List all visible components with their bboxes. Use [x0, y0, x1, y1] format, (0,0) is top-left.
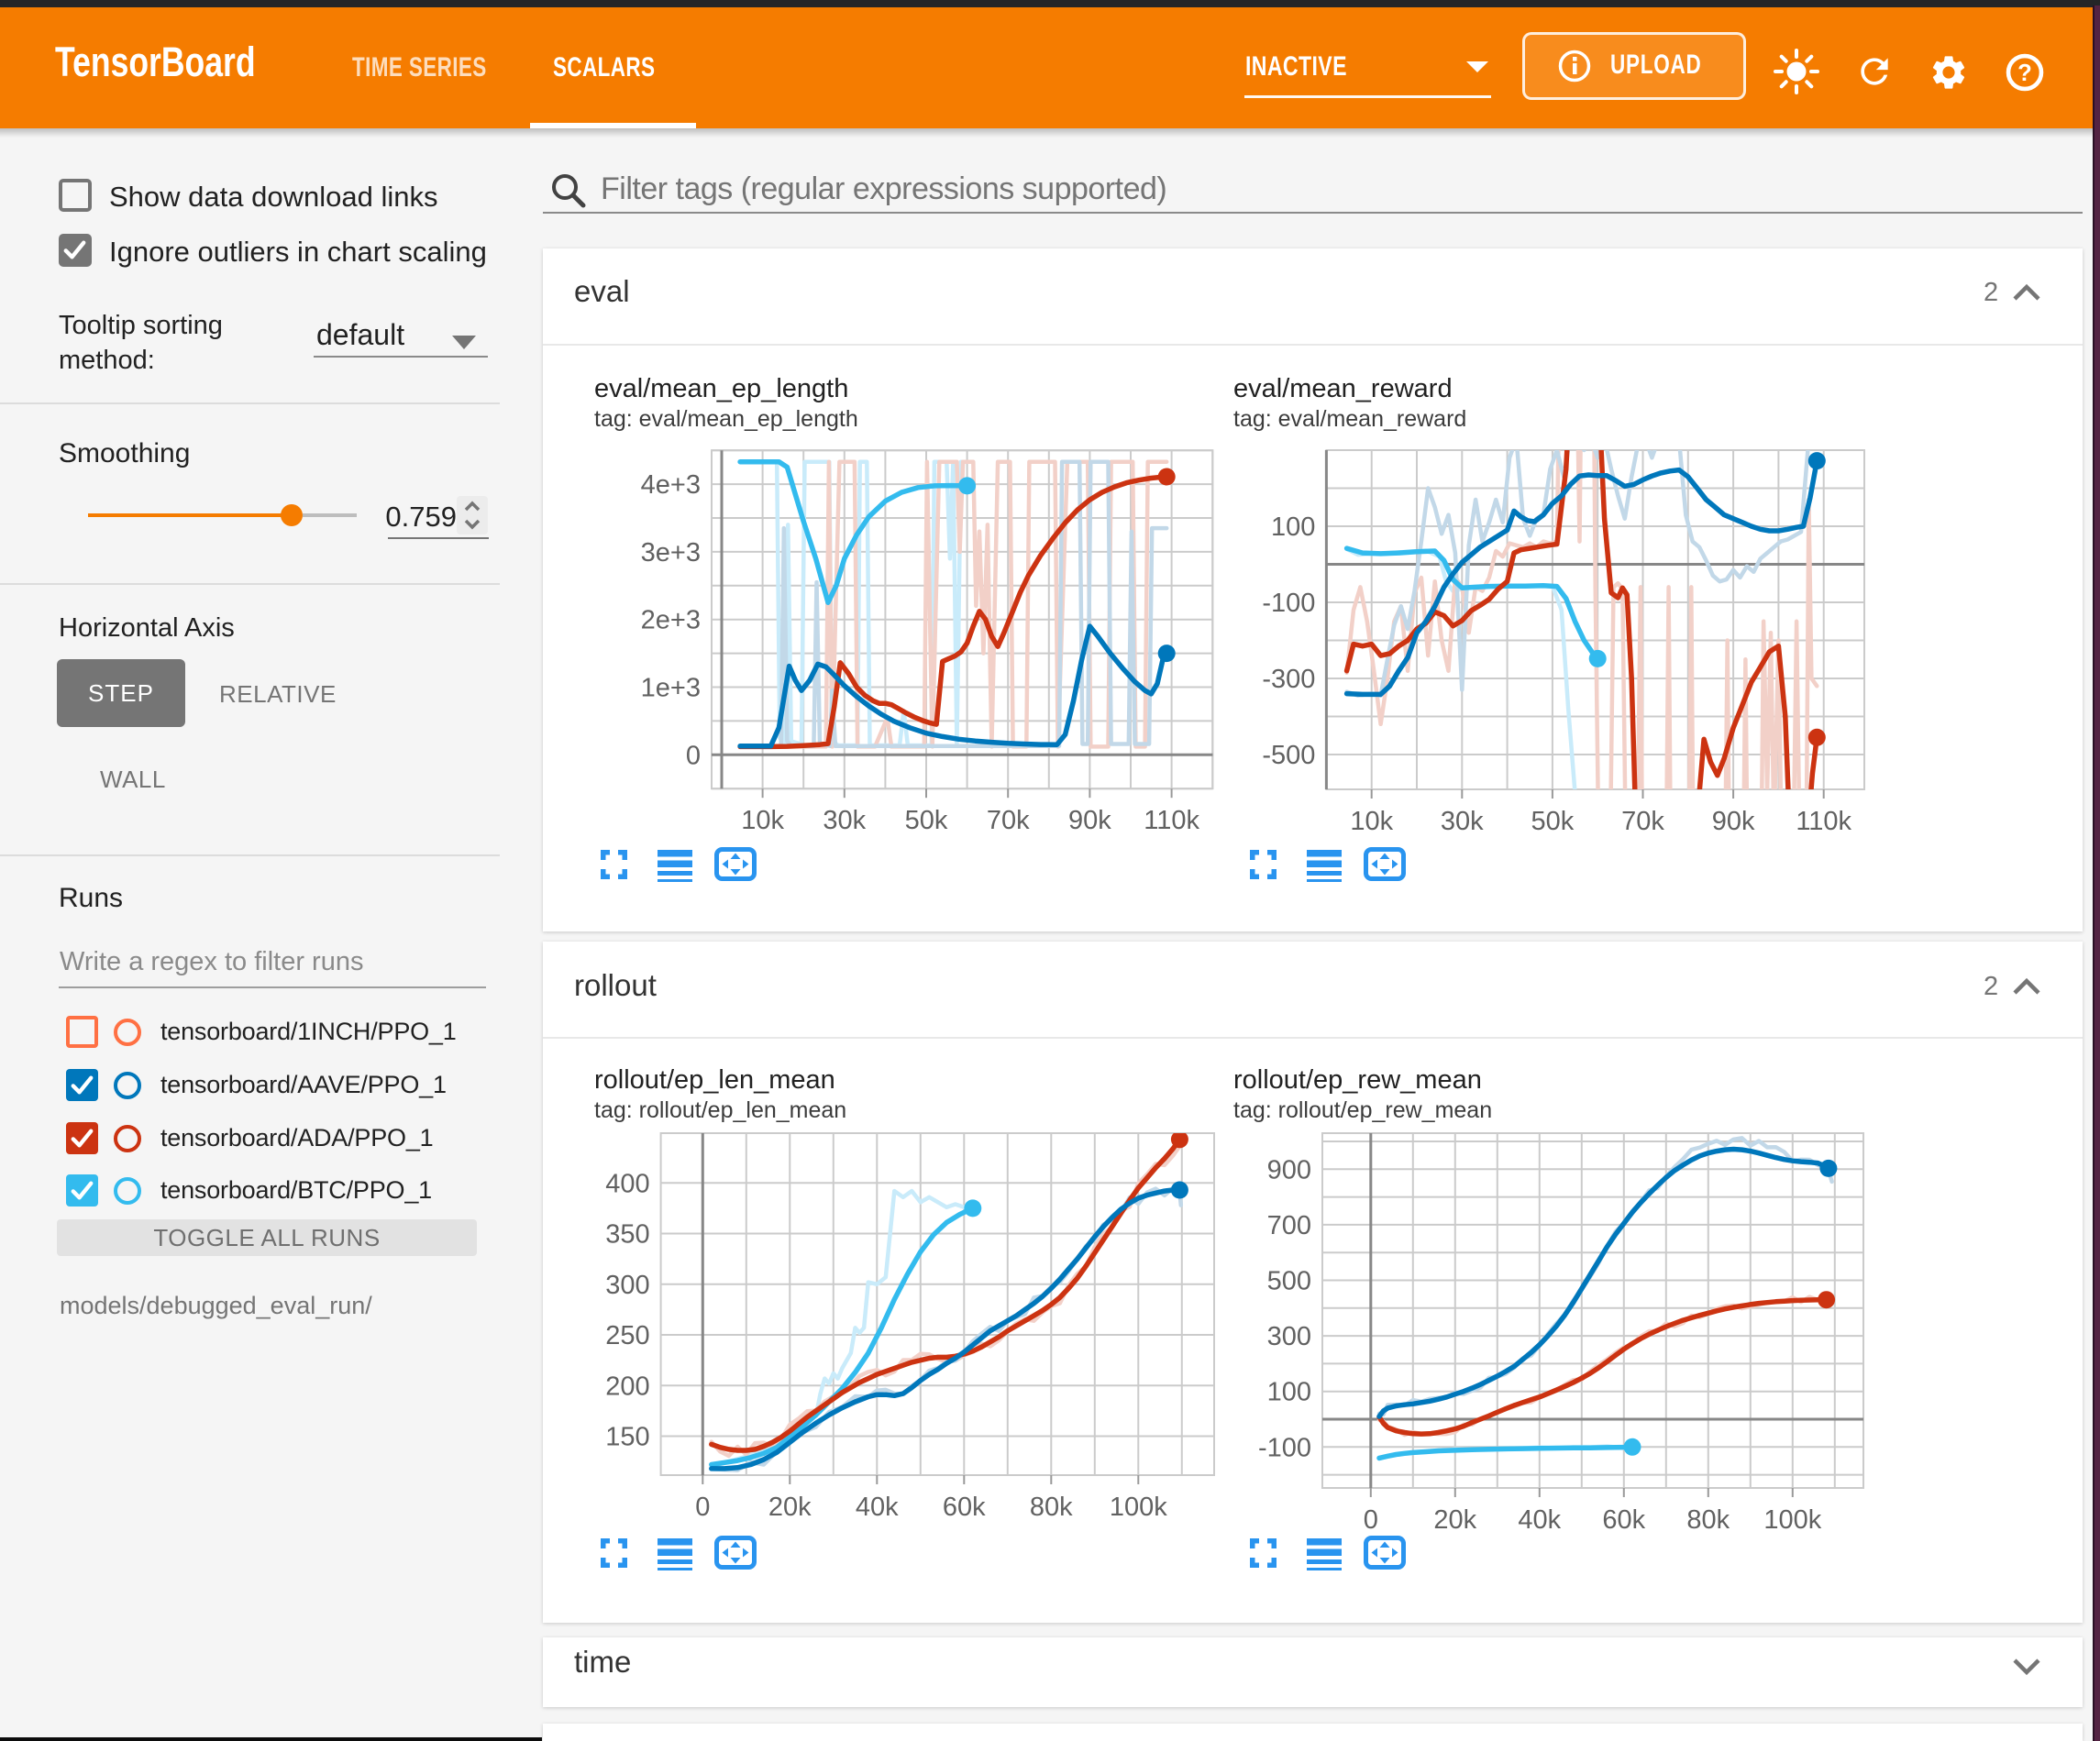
svg-text:?: ?: [2017, 61, 2032, 86]
svg-text:150: 150: [605, 1423, 649, 1452]
svg-text:350: 350: [605, 1220, 649, 1250]
svg-text:300: 300: [605, 1271, 649, 1300]
svg-text:40k: 40k: [856, 1493, 899, 1522]
svg-text:1e+3: 1e+3: [641, 674, 701, 703]
svg-text:500: 500: [1267, 1267, 1311, 1296]
svg-text:2e+3: 2e+3: [641, 606, 701, 635]
svg-text:100: 100: [1267, 1378, 1311, 1407]
svg-text:50k: 50k: [1531, 807, 1575, 836]
svg-text:110k: 110k: [1144, 806, 1199, 835]
svg-text:10k: 10k: [741, 806, 784, 835]
svg-text:100k: 100k: [1763, 1505, 1821, 1535]
svg-text:-100: -100: [1258, 1433, 1311, 1462]
svg-text:250: 250: [605, 1321, 649, 1350]
svg-text:-500: -500: [1262, 741, 1315, 770]
svg-text:60k: 60k: [1602, 1505, 1645, 1535]
svg-text:90k: 90k: [1068, 806, 1111, 835]
svg-text:-100: -100: [1262, 589, 1315, 618]
svg-text:90k: 90k: [1712, 807, 1755, 836]
svg-text:0: 0: [695, 1493, 710, 1522]
svg-text:4e+3: 4e+3: [641, 470, 701, 500]
svg-text:3e+3: 3e+3: [641, 538, 701, 567]
svg-text:-300: -300: [1262, 665, 1315, 694]
svg-text:30k: 30k: [823, 806, 866, 835]
svg-text:300: 300: [1267, 1322, 1311, 1351]
svg-text:900: 900: [1267, 1155, 1311, 1185]
svg-text:0: 0: [1364, 1505, 1378, 1535]
svg-text:60k: 60k: [943, 1493, 986, 1522]
svg-text:110k: 110k: [1796, 807, 1851, 836]
svg-text:400: 400: [605, 1169, 649, 1198]
svg-text:40k: 40k: [1518, 1505, 1561, 1535]
svg-text:20k: 20k: [768, 1493, 812, 1522]
svg-text:100k: 100k: [1110, 1493, 1167, 1522]
svg-text:200: 200: [605, 1372, 649, 1401]
svg-text:10k: 10k: [1350, 807, 1393, 836]
svg-text:80k: 80k: [1686, 1505, 1730, 1535]
svg-text:70k: 70k: [1621, 807, 1664, 836]
svg-text:20k: 20k: [1433, 1505, 1476, 1535]
svg-text:100: 100: [1271, 512, 1315, 542]
svg-text:700: 700: [1267, 1211, 1311, 1240]
svg-text:0: 0: [686, 741, 701, 770]
svg-text:30k: 30k: [1441, 807, 1484, 836]
svg-text:50k: 50k: [905, 806, 948, 835]
svg-text:80k: 80k: [1030, 1493, 1073, 1522]
svg-text:70k: 70k: [987, 806, 1030, 835]
